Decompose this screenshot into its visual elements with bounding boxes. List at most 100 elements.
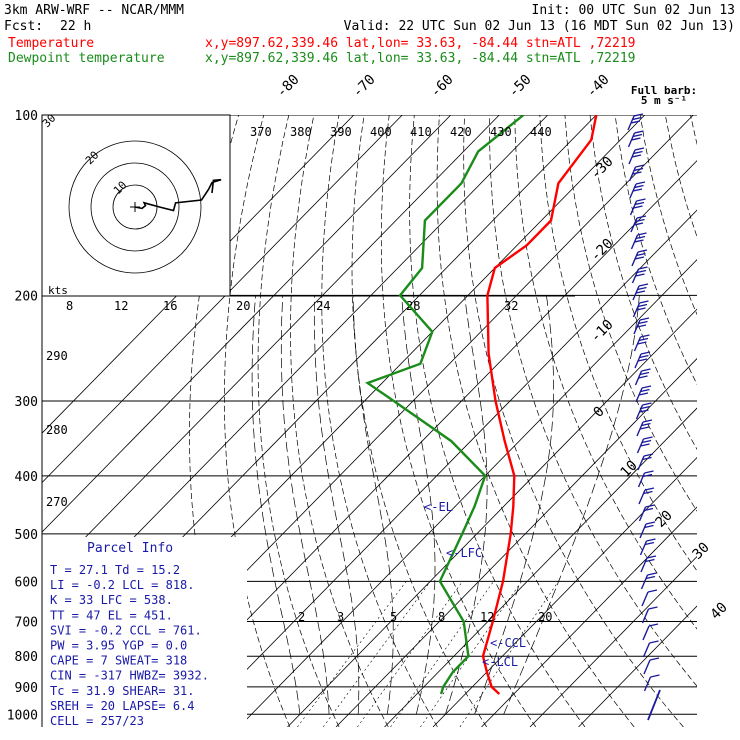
wind-barb-flag	[639, 300, 649, 304]
isotherm-line	[287, 308, 697, 727]
wind-barb-flag	[650, 674, 660, 678]
wind-barb-flag	[632, 188, 643, 192]
moist-adiabat	[280, 295, 330, 715]
wind-barb-staff	[647, 689, 661, 721]
wind-barb-staff	[640, 574, 649, 590]
pressure-label: 200	[15, 289, 38, 304]
wind-barb-flag	[635, 181, 646, 185]
wind-barb	[628, 147, 645, 165]
hodograph-units: kts	[48, 284, 68, 297]
wind-barb	[629, 181, 646, 199]
isotherm-label: 0	[591, 404, 608, 421]
parcel-info-row: SREH = 20 LAPSE= 6.4	[50, 699, 195, 713]
isotherm-label: -40	[584, 72, 613, 101]
parcel-info-title: Parcel Info	[87, 541, 173, 556]
wind-barb-flag	[646, 538, 656, 542]
wind-barb-flag	[637, 341, 647, 345]
wind-barb-flag	[631, 154, 642, 158]
theta-label: 420	[450, 125, 472, 139]
dry-adiabat	[664, 115, 697, 238]
wind-barb	[643, 657, 660, 675]
wind-barb-flag	[636, 324, 647, 328]
isotherm-label: -20	[588, 236, 617, 265]
wind-barb-flag	[635, 273, 645, 277]
wind-barb-flag	[636, 269, 647, 274]
isotherm-line	[384, 407, 697, 727]
dewpoint-trace	[365, 115, 525, 695]
wind-barb-flag	[647, 572, 657, 576]
mixing-ratio-line	[390, 581, 494, 727]
wind-barb	[634, 351, 651, 369]
theta-label: 270	[46, 495, 68, 509]
parcel-level-annotation: <-CCL	[490, 636, 526, 650]
mixing-ratio-label: 3	[337, 610, 344, 624]
legend-temperature: Temperature	[8, 36, 94, 51]
wind-barb-flag	[635, 164, 645, 168]
wind-barb-flag	[645, 504, 655, 508]
wind-barb	[630, 215, 647, 233]
theta-label: 400	[370, 125, 392, 139]
temperature-trace	[481, 115, 598, 695]
forecast-hours: 22 h	[60, 19, 91, 34]
wind-barb-staff	[641, 608, 650, 624]
dry-adiabat	[380, 115, 537, 727]
isotherm-line	[42, 115, 452, 533]
theta-label: 390	[330, 125, 352, 139]
wind-barb-staff	[640, 557, 648, 573]
parcel-level-annotation: <-EL	[424, 500, 453, 514]
wind-barb-flag	[639, 426, 650, 430]
wind-barb-flag	[634, 256, 645, 260]
wind-barb	[631, 249, 648, 267]
wind-barb	[641, 606, 658, 624]
wind-barb	[631, 266, 648, 284]
wind-barb-flag	[633, 222, 644, 226]
wind-barb-flag	[648, 623, 659, 627]
mixing-ratio-label: 12	[480, 610, 494, 624]
isotherm-label: -50	[506, 72, 535, 101]
wind-barb-flag	[645, 575, 656, 580]
wind-barb	[629, 198, 646, 216]
parcel-info-box	[42, 537, 247, 727]
isotherm-label: -70	[350, 72, 379, 101]
wind-barb-staff	[643, 659, 651, 675]
wind-barb-flag	[648, 606, 658, 610]
wind-barb-flag	[642, 456, 652, 461]
wind-barb	[634, 368, 651, 386]
wind-barb-flag	[630, 120, 641, 124]
isotherm-label: -30	[588, 154, 617, 183]
wind-barb-flag	[639, 409, 649, 413]
parcel-info-row: Tc = 31.9 SHEAR= 31.	[50, 684, 195, 698]
wind-barb	[633, 334, 650, 352]
hodograph-ring	[68, 140, 202, 274]
wind-barb-flag	[634, 130, 644, 134]
wind-barb-flag	[633, 150, 643, 155]
wind-barb-flag	[649, 657, 660, 661]
wind-barb-flag	[640, 443, 650, 447]
pressure-label: 600	[15, 575, 38, 590]
wind-barb	[640, 555, 657, 573]
mixing-ratio-line	[323, 581, 431, 727]
wind-barb-flag	[643, 507, 654, 512]
wind-barb-flag	[633, 113, 644, 117]
location-temperature: x,y=897.62,339.46 lat,lon= 33.63, -84.44…	[205, 36, 635, 51]
theta-label: 290	[46, 349, 68, 363]
wind-barb	[638, 504, 655, 522]
wind-barb	[639, 521, 656, 539]
wind-barb-flag	[643, 453, 654, 457]
hodograph-speed-label: 32	[504, 299, 518, 313]
wind-barb-flag	[642, 419, 653, 423]
wind-barb-flag	[638, 266, 648, 270]
wind-barb-flag	[644, 487, 655, 491]
wind-barb-flag	[637, 358, 648, 362]
isotherm-line	[42, 115, 355, 434]
parcel-info-row: SVI = -0.2 CCL = 761.	[50, 623, 202, 637]
dry-adiabat	[489, 115, 697, 687]
wind-barb-flag	[635, 290, 646, 294]
theta-label: 370	[250, 125, 272, 139]
moist-adiabat	[251, 295, 301, 715]
wind-barb-flag	[637, 249, 648, 253]
wind-barb-flag	[638, 375, 648, 379]
isotherm-line	[335, 358, 697, 727]
pressure-label: 1000	[7, 708, 38, 723]
wind-barb	[643, 674, 660, 692]
